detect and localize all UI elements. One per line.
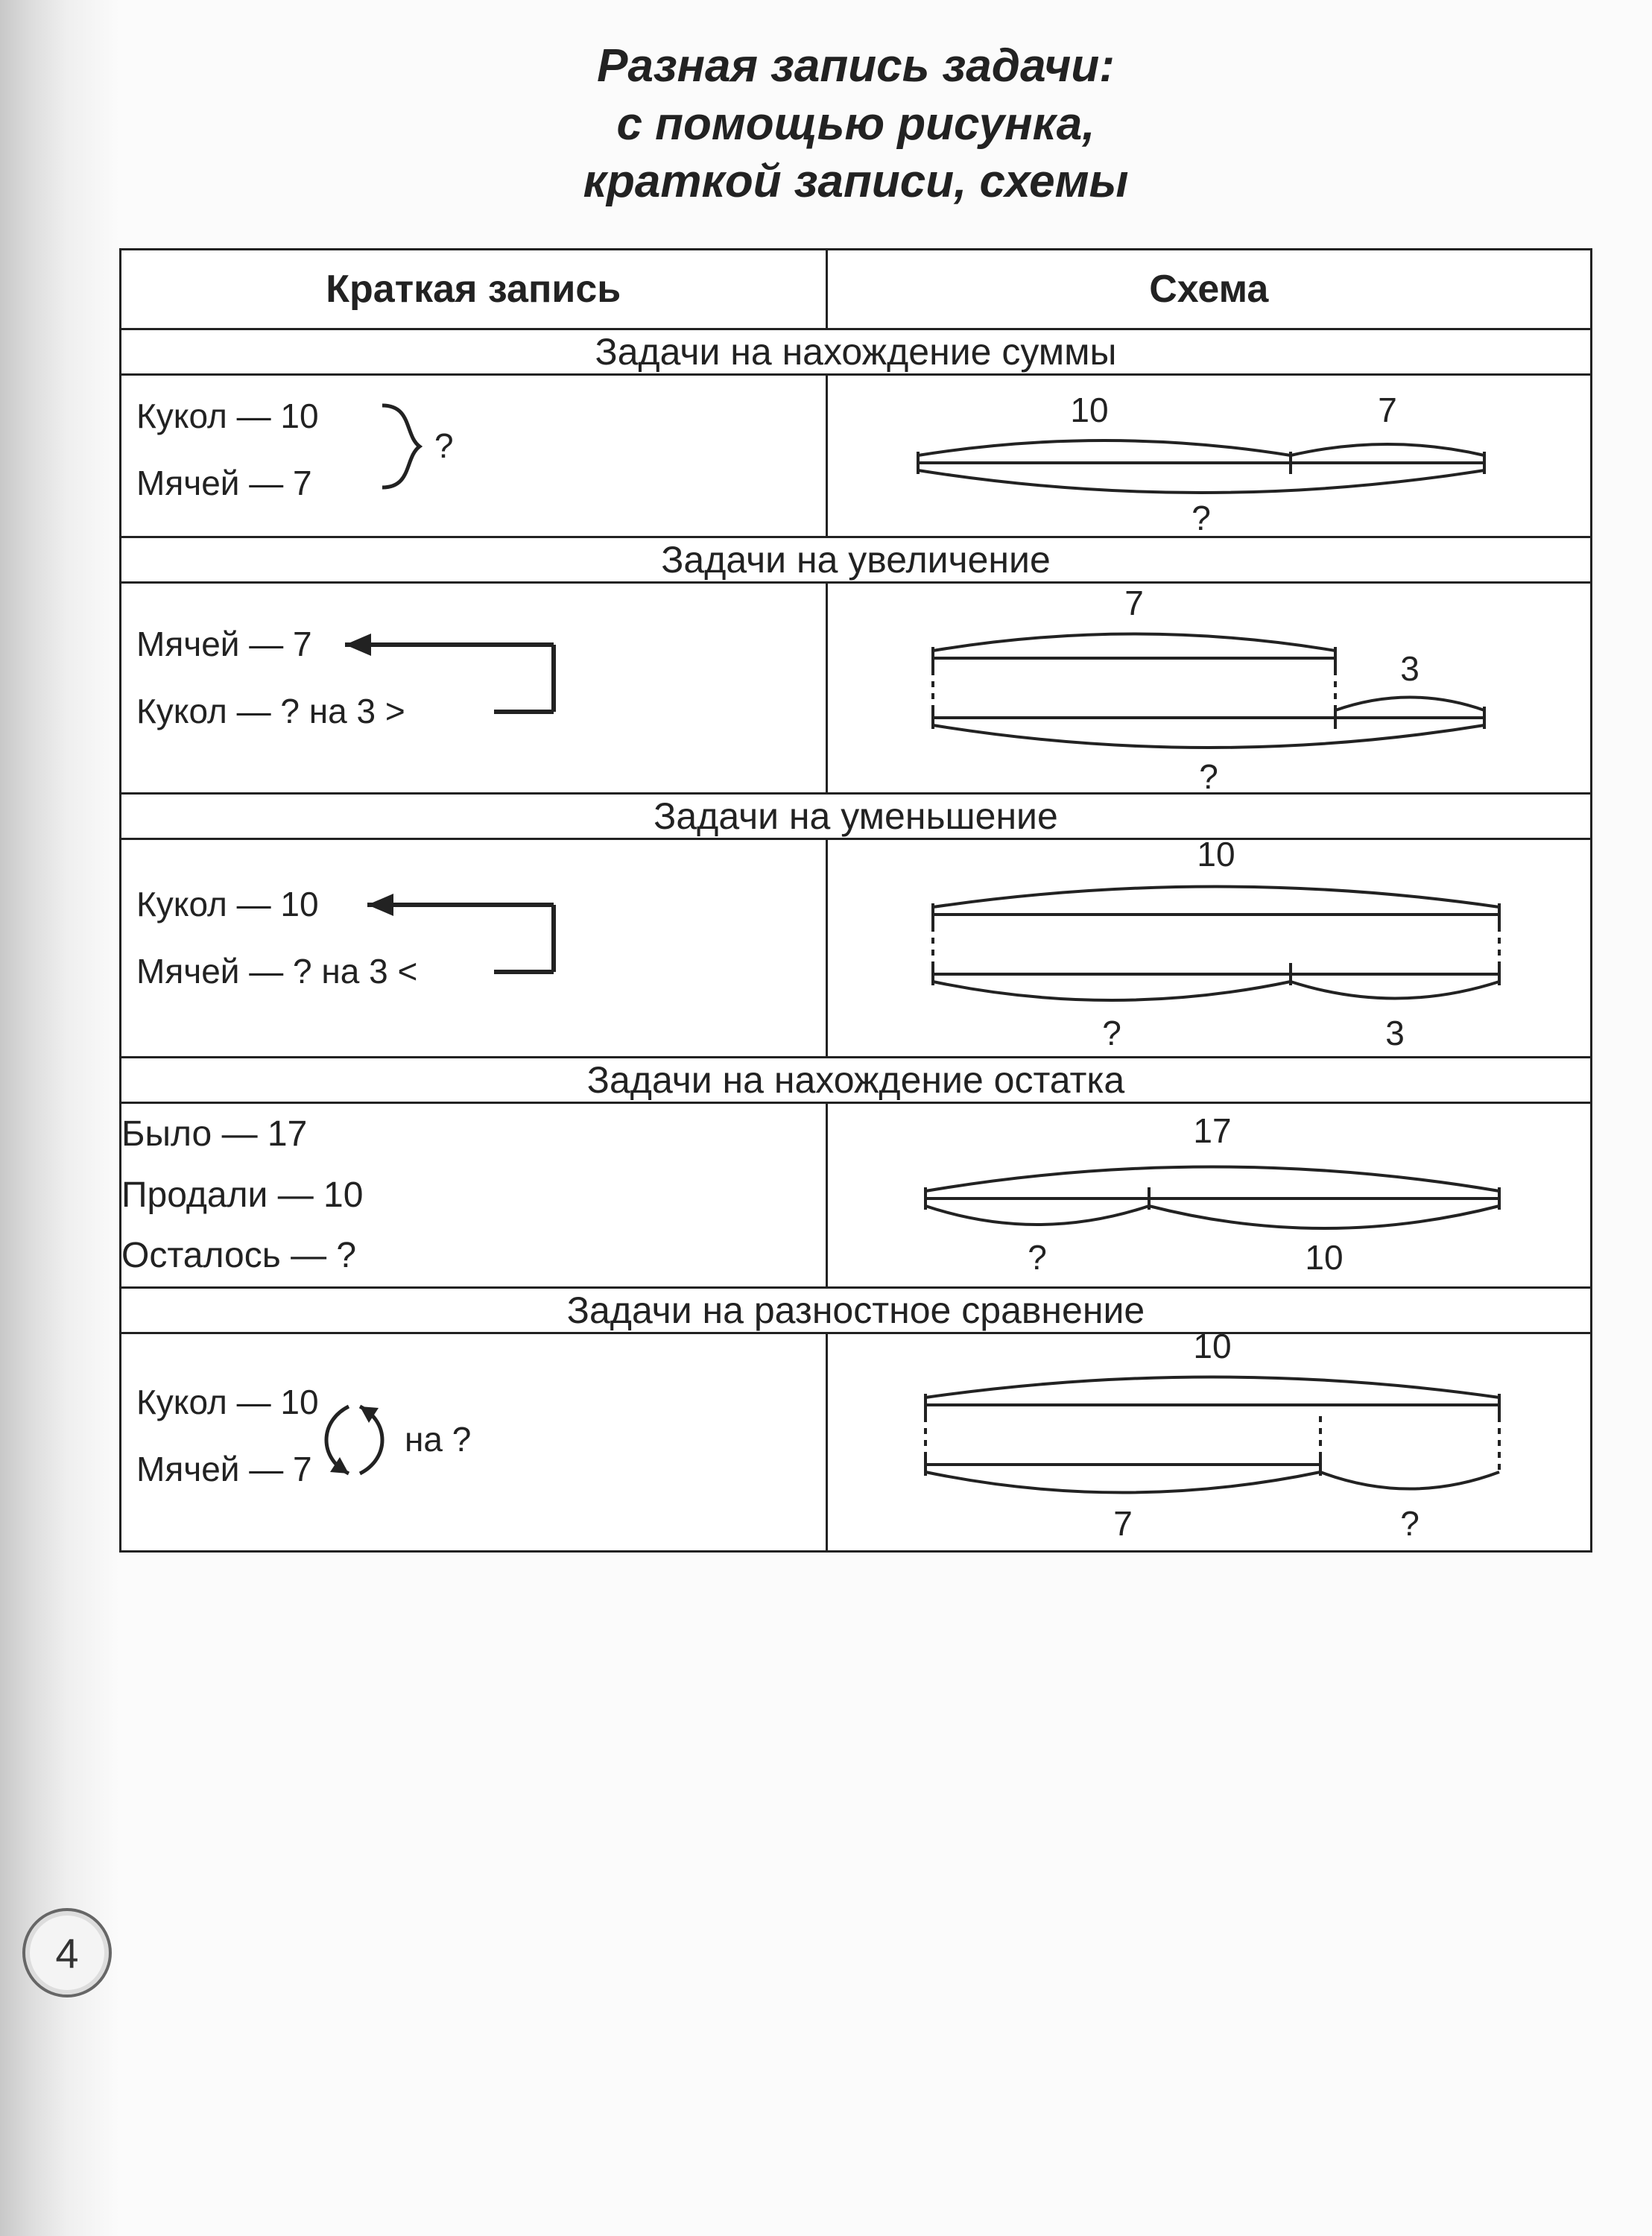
scheme-label: 3 (1385, 1014, 1405, 1052)
kz-line: Мячей — 7 (136, 1450, 312, 1488)
scheme-cell: 10 ? 3 (826, 839, 1591, 1058)
kz-arrow-diagram: Мячей — 7 Кукол — ? на 3 > (121, 596, 718, 760)
scheme-label: 3 (1400, 649, 1420, 688)
page-number-badge: 4 (22, 1908, 112, 1997)
scheme-cell: 17 ? 10 (826, 1103, 1591, 1288)
table-row: Кукол — 10 Мячей — 7 на ? (121, 1333, 1592, 1551)
section-heading: Задачи на разностное сравнение (121, 1287, 1592, 1333)
scheme-cell: 10 7 ? (826, 1333, 1591, 1551)
scheme-label: ? (1028, 1238, 1047, 1277)
short-notation-cell: Кукол — 10 Мячей — 7 ? (121, 374, 827, 537)
kz-line: Кукол — 10 (136, 397, 319, 435)
scheme-label: ? (1191, 499, 1211, 530)
scheme-decrease: 10 ? 3 (873, 840, 1544, 1056)
scheme-cell: 7 3 ? (826, 583, 1591, 794)
short-notation-cell: Кукол — 10 Мячей — 7 на ? (121, 1333, 827, 1551)
kz-brace-diagram: Кукол — 10 Мячей — 7 ? (121, 376, 688, 517)
scheme-label: 17 (1194, 1111, 1232, 1150)
kz-line: Кукол — 10 (136, 885, 319, 923)
scheme-label: 7 (1378, 391, 1397, 429)
kz-line: Мячей — 7 (136, 464, 312, 502)
page-number: 4 (55, 1929, 78, 1977)
kz-line: Кукол — 10 (136, 1383, 319, 1421)
section-heading: Задачи на нахождение суммы (121, 329, 1592, 374)
double-arrow-icon (326, 1406, 382, 1474)
worksheet-page: Разная запись задачи: с помощью рисунка,… (0, 0, 1652, 2236)
col-header-left: Краткая запись (121, 249, 827, 329)
scheme-label: ? (1400, 1504, 1420, 1543)
table-row: Было — 17 Продали — 10 Осталось — ? (121, 1103, 1592, 1288)
scheme-difference: 10 7 ? (873, 1334, 1544, 1550)
main-table: Краткая запись Схема Задачи на нахождени… (119, 248, 1592, 1553)
section-heading: Задачи на увеличение (121, 537, 1592, 583)
kz-arrow-diagram: Кукол — 10 Мячей — ? на 3 < (121, 856, 718, 1020)
scheme-label: ? (1102, 1014, 1121, 1052)
col-header-right: Схема (826, 249, 1591, 329)
kz-diff-diagram: Кукол — 10 Мячей — 7 на ? (121, 1354, 718, 1511)
scheme-cell: 10 7 ? (826, 374, 1591, 537)
short-notation-cell: Кукол — 10 Мячей — ? на 3 < (121, 839, 827, 1058)
short-notation-cell: Мячей — 7 Кукол — ? на 3 > (121, 583, 827, 794)
scheme-increase: 7 3 ? (873, 584, 1544, 792)
kz-line: Продали — 10 (121, 1165, 826, 1226)
kz-line: Мячей — ? на 3 < (136, 952, 417, 991)
scheme-label: 10 (1071, 391, 1109, 429)
section-heading: Задачи на уменьшение (121, 794, 1592, 839)
scheme-label: 10 (1306, 1238, 1344, 1277)
kz-brace-label: ? (434, 426, 454, 465)
brace-icon (382, 405, 420, 487)
scheme-label: ? (1199, 757, 1218, 792)
section-heading: Задачи на нахождение остатка (121, 1058, 1592, 1103)
scheme-remainder: 17 ? 10 (873, 1109, 1544, 1280)
table-header-row: Краткая запись Схема (121, 249, 1592, 329)
short-notation-cell: Было — 17 Продали — 10 Осталось — ? (121, 1103, 827, 1288)
title-line-1: Разная запись задачи: (260, 37, 1452, 95)
scheme-label: 7 (1124, 584, 1144, 622)
scheme-label: 10 (1197, 840, 1235, 874)
kz-line: Было — 17 (121, 1104, 826, 1165)
page-title: Разная запись задачи: с помощью рисунка,… (260, 37, 1452, 211)
table-row: Мячей — 7 Кукол — ? на 3 > (121, 583, 1592, 794)
title-line-3: краткой записи, схемы (260, 153, 1452, 211)
table-row: Кукол — 10 Мячей — 7 ? (121, 374, 1592, 537)
scheme-label: 10 (1194, 1334, 1232, 1365)
title-line-2: с помощью рисунка, (260, 95, 1452, 154)
kz-line: Осталось — ? (121, 1225, 826, 1286)
kz-line: Мячей — 7 (136, 625, 312, 663)
scheme-label: 7 (1113, 1504, 1133, 1543)
kz-diff-label: на ? (405, 1420, 471, 1459)
scheme-sum: 10 7 ? (873, 381, 1544, 530)
table-row: Кукол — 10 Мячей — ? на 3 < (121, 839, 1592, 1058)
kz-line: Кукол — ? на 3 > (136, 692, 405, 730)
